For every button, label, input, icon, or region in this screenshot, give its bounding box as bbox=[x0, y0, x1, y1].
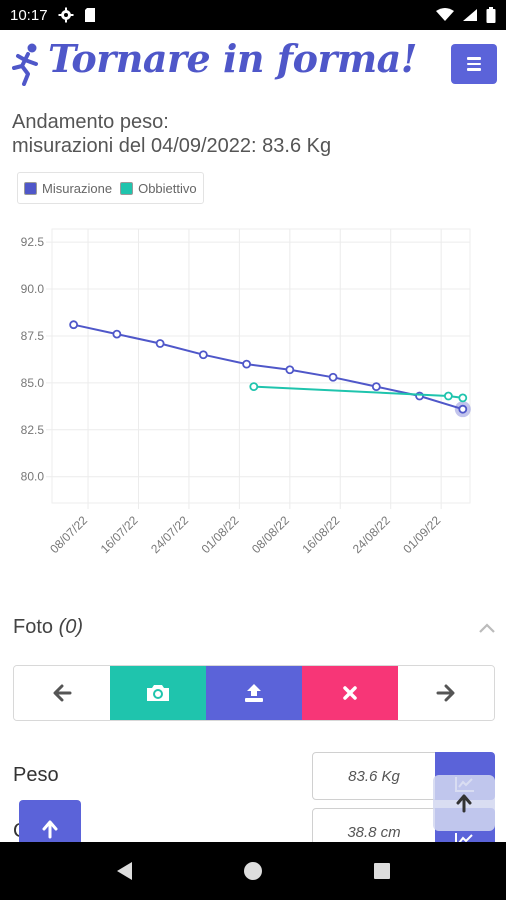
back-icon[interactable] bbox=[114, 860, 134, 882]
data-point-misurazione bbox=[198, 350, 208, 360]
weight-subtitle-line1: Andamento peso: bbox=[12, 111, 169, 133]
data-point-misurazione bbox=[242, 359, 251, 369]
data-point-misurazione bbox=[458, 404, 468, 414]
upload-icon bbox=[245, 684, 263, 702]
data-point-misurazione bbox=[285, 365, 295, 375]
weight-chart-svg: 92.5 90.0 87.5 85.0 82.5 80.0 08/07/22 16/07/22… bbox=[21, 228, 471, 556]
arrow-left-icon bbox=[53, 684, 72, 702]
weight-chart: 92.5 90.0 87.5 85.0 82.5 80.0 08/07/22 16/07/22… bbox=[0, 215, 506, 575]
data-point-obbiettivo bbox=[249, 382, 259, 392]
y-tick-label: 92.5 bbox=[21, 235, 45, 249]
battery-icon bbox=[486, 7, 496, 23]
upload-photo-button[interactable] bbox=[206, 666, 302, 720]
data-point-misurazione bbox=[69, 320, 79, 330]
y-tick-label: 85.0 bbox=[21, 376, 45, 390]
close-icon bbox=[343, 686, 357, 700]
previous-photo-button[interactable] bbox=[14, 666, 110, 720]
y-tick-label: 87.5 bbox=[21, 329, 45, 343]
x-tick-label: 08/08/22 bbox=[249, 513, 292, 556]
data-point-obbiettivo bbox=[458, 393, 468, 403]
data-point-obbiettivo bbox=[443, 391, 453, 401]
data-point-misurazione bbox=[371, 382, 381, 392]
delete-photo-button[interactable] bbox=[302, 666, 398, 720]
plot-area bbox=[51, 228, 471, 504]
arrow-up-icon bbox=[42, 820, 58, 839]
legend-swatch-misurazione bbox=[24, 181, 37, 195]
app-title: Tornare in forma! bbox=[48, 36, 417, 81]
data-point-misurazione bbox=[155, 339, 165, 348]
weight-subtitle: Andamento peso: misurazioni del 04/09/20… bbox=[12, 110, 331, 158]
app-header: Tornare in forma! bbox=[0, 30, 506, 102]
status-time: 10:17 bbox=[10, 6, 48, 24]
x-tick-label: 24/08/22 bbox=[350, 513, 393, 556]
series-line-obbiettivo bbox=[253, 385, 463, 399]
foto-label: Foto bbox=[13, 616, 54, 638]
legend-swatch-obbiettivo bbox=[120, 181, 134, 195]
x-tick-label: 01/08/22 bbox=[199, 513, 242, 556]
navigation-bar bbox=[0, 842, 506, 900]
weight-subtitle-line2: misurazioni del 04/09/2022: 83.6 Kg bbox=[12, 135, 332, 157]
foto-header: Foto (0) bbox=[13, 616, 83, 639]
scroll-to-top-overlay-button[interactable] bbox=[433, 775, 495, 831]
chart-legend: Misurazione Obbiettivo bbox=[17, 172, 204, 204]
menu-button[interactable] bbox=[451, 44, 497, 84]
series-line-misurazione bbox=[73, 323, 464, 411]
data-point-misurazione bbox=[112, 329, 122, 339]
status-bar: 10:17 bbox=[0, 0, 506, 30]
legend-item-obbiettivo[interactable]: Obbiettivo bbox=[120, 181, 197, 196]
gear-icon bbox=[58, 7, 74, 23]
hamburger-icon-line bbox=[467, 68, 481, 71]
x-tick-label: 16/08/22 bbox=[299, 513, 342, 556]
legend-label-obbiettivo: Obbiettivo bbox=[138, 180, 197, 196]
foto-count: (0) bbox=[58, 616, 84, 638]
runner-icon bbox=[12, 43, 38, 86]
photo-toolbar bbox=[13, 665, 495, 721]
hamburger-icon-line bbox=[467, 62, 481, 66]
home-icon[interactable] bbox=[242, 860, 264, 882]
x-tick-label: 01/09/22 bbox=[400, 513, 443, 556]
x-tick-label: 08/07/22 bbox=[47, 513, 90, 556]
measurement-input-peso[interactable]: 83.6 Kg bbox=[312, 752, 436, 800]
measurement-label-peso: Peso bbox=[13, 764, 59, 786]
y-tick-label: 82.5 bbox=[21, 423, 45, 437]
y-tick-label: 80.0 bbox=[21, 470, 45, 484]
chevron-up-icon[interactable] bbox=[476, 617, 498, 639]
arrow-right-icon bbox=[436, 684, 455, 702]
x-tick-label: 16/07/22 bbox=[98, 513, 141, 556]
recents-icon[interactable] bbox=[372, 861, 392, 881]
signal-icon bbox=[463, 9, 477, 21]
hamburger-icon bbox=[467, 57, 481, 60]
arrow-up-icon bbox=[456, 794, 472, 813]
y-tick-label: 90.0 bbox=[21, 282, 45, 296]
next-photo-button[interactable] bbox=[398, 666, 494, 720]
wifi-icon bbox=[436, 8, 454, 21]
camera-icon bbox=[147, 685, 169, 701]
legend-item-misurazione[interactable]: Misurazione bbox=[24, 181, 112, 196]
camera-button[interactable] bbox=[110, 666, 206, 720]
sd-card-icon bbox=[84, 8, 95, 22]
x-tick-label: 24/07/22 bbox=[148, 513, 191, 556]
legend-label-misurazione: Misurazione bbox=[42, 180, 113, 196]
data-point-misurazione bbox=[328, 372, 338, 382]
